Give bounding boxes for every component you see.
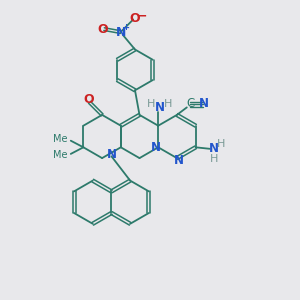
Text: N: N: [199, 97, 209, 110]
Text: O: O: [129, 11, 140, 25]
Text: H: H: [210, 154, 218, 164]
Text: +: +: [122, 23, 129, 32]
Text: O: O: [84, 93, 94, 106]
Text: N: N: [107, 148, 117, 161]
Text: H: H: [164, 99, 172, 109]
Text: C: C: [186, 97, 194, 110]
Text: N: N: [116, 26, 126, 39]
Text: N: N: [155, 100, 165, 114]
Text: N: N: [209, 142, 219, 155]
Text: −: −: [136, 10, 147, 23]
Text: O: O: [98, 22, 108, 36]
Text: H: H: [217, 139, 225, 149]
Text: Me: Me: [53, 150, 68, 160]
Text: N: N: [173, 154, 183, 167]
Text: H: H: [147, 99, 155, 109]
Text: N: N: [151, 141, 161, 154]
Text: Me: Me: [53, 134, 68, 145]
